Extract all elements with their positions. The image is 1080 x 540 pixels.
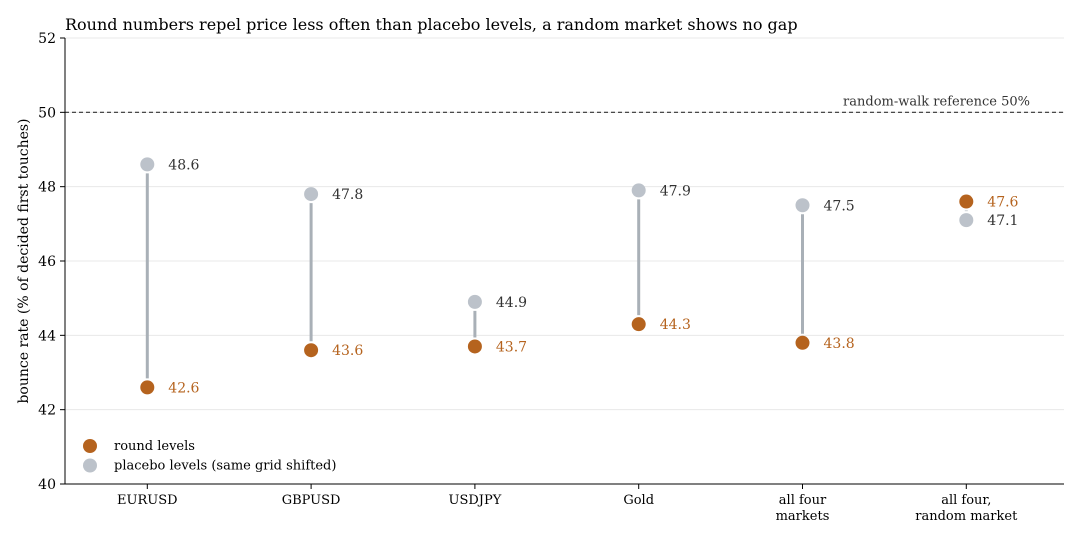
reference-label: random-walk reference 50% [843, 94, 1030, 109]
y-tick-label: 44 [38, 328, 56, 344]
placebo-point [795, 198, 810, 213]
reference-line-group: random-walk reference 50% [65, 94, 1064, 113]
placebo-point [631, 183, 646, 198]
placebo-value-label: 47.8 [332, 187, 363, 203]
y-tick-label: 42 [38, 403, 56, 419]
round-value-label: 44.3 [660, 317, 691, 333]
legend-placebo-marker [83, 458, 97, 473]
y-tick-label: 48 [38, 180, 56, 196]
x-tick-label-line: all four [779, 493, 827, 508]
x-tick-label: EURUSD [117, 493, 178, 508]
x-tick-label: Gold [623, 493, 654, 508]
placebo-point [959, 213, 974, 228]
data-points [140, 157, 974, 395]
round-value-label: 43.6 [332, 343, 363, 359]
round-point [795, 335, 810, 350]
round-value-label: 42.6 [168, 380, 199, 396]
data-labels: 48.6 42.6 47.8 43.6 44.9 43.7 47.9 44.3 47.5 43.8… [168, 157, 1018, 396]
round-point [304, 343, 319, 358]
round-point [467, 339, 482, 354]
x-tick-label-line: USDJPY [448, 493, 501, 508]
placebo-value-label: 44.9 [496, 295, 527, 311]
x-tick-label-line: EURUSD [117, 493, 178, 508]
legend-placebo-label: placebo levels (same grid shifted) [114, 459, 336, 474]
axes: 40 42 44 46 48 50 52 EURUSD GBPUSD USDJPY Gold all … [38, 31, 1064, 524]
placebo-value-label: 47.5 [824, 198, 855, 214]
y-axis-label: bounce rate (% of decided first touches) [16, 118, 32, 403]
y-tick-label: 40 [38, 477, 56, 493]
placebo-point [467, 294, 482, 309]
y-tick-label: 46 [38, 254, 56, 270]
x-tick-label: GBPUSD [282, 493, 341, 508]
placebo-value-label: 47.9 [660, 183, 691, 199]
round-value-label: 47.6 [987, 195, 1018, 211]
placebo-value-label: 47.1 [987, 213, 1018, 229]
legend-round-marker [83, 439, 97, 453]
legend-round-label: round levels [114, 439, 195, 454]
x-tick-label-line: all four, [941, 493, 991, 508]
chart-title: Round numbers repel price less often tha… [65, 15, 798, 34]
x-tick-label: USDJPY [448, 493, 501, 508]
x-tick-label-line: Gold [623, 493, 654, 508]
x-tick-label: all four markets [776, 493, 830, 524]
x-tick-label: all four, random market [915, 493, 1018, 524]
round-value-label: 43.8 [824, 336, 855, 352]
round-point [140, 380, 155, 395]
legend: round levels placebo levels (same grid sh… [83, 439, 336, 474]
round-value-label: 43.7 [496, 339, 527, 355]
y-tick-label: 52 [38, 31, 56, 47]
placebo-point [140, 157, 155, 172]
x-tick-label-line: markets [776, 509, 830, 524]
x-tick-label-line: GBPUSD [282, 493, 341, 508]
y-tick-label: 50 [38, 105, 56, 121]
connectors [145, 173, 968, 379]
round-point [959, 194, 974, 209]
placebo-value-label: 48.6 [168, 157, 199, 173]
placebo-point [304, 187, 319, 202]
x-tick-label-line: random market [915, 509, 1018, 524]
round-point [631, 317, 646, 332]
